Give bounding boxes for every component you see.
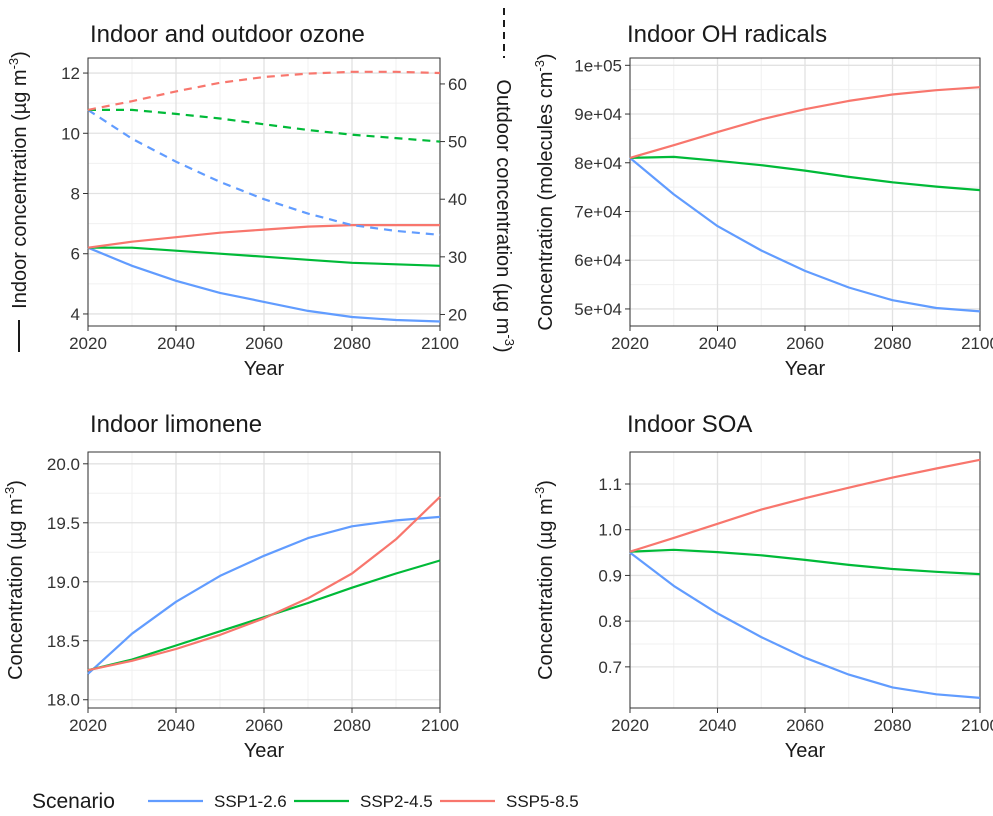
x-tick-label: 2100 — [421, 716, 459, 735]
y-tick-label: 19.0 — [47, 573, 80, 592]
x-tick-label: 2100 — [421, 334, 459, 353]
y-axis-label: Concentration (µg m-3) — [2, 480, 27, 680]
legend-title: Scenario — [32, 790, 115, 813]
series-line-ssp5-8.5 — [629, 86, 981, 159]
panel-title: Indoor and outdoor ozone — [90, 21, 365, 48]
y-tick-label: 0.7 — [598, 658, 622, 677]
x-tick-label: 2080 — [874, 334, 912, 353]
series-line-ssp5-8.5 — [87, 224, 440, 249]
legend: Scenario SSP1-2.6 SSP2-4.5 SSP5-8.5 — [32, 790, 579, 813]
y-right-tick-label: 40 — [448, 190, 467, 209]
series-line-ssp2-4.5 — [629, 548, 981, 576]
x-tick-label: 2020 — [69, 334, 107, 353]
y-tick-label: 0.8 — [598, 612, 622, 631]
x-tick-label: 2060 — [245, 334, 283, 353]
legend-label-ssp5: SSP5-8.5 — [506, 792, 579, 811]
y-tick-label: 18.0 — [47, 691, 80, 710]
y-tick-label: 19.5 — [47, 514, 80, 533]
x-tick-label: 2040 — [157, 334, 195, 353]
x-tick-label: 2080 — [333, 716, 371, 735]
legend-label-ssp2: SSP2-4.5 — [360, 792, 433, 811]
y-tick-label: 6e+04 — [574, 251, 622, 270]
series-line-ssp5-8.5 — [629, 458, 981, 553]
plot-soa: 2020 2040 2060 2080 2100 0.7 0.8 0.9 1.0 1.1 Indoo… — [532, 411, 993, 762]
x-tick-label: 2020 — [611, 716, 649, 735]
series-line-ssp1-2.6 — [87, 515, 441, 675]
series-line-ssp5-8.5 — [87, 496, 441, 672]
x-axis-label: Year — [244, 358, 285, 380]
x-tick-label: 2040 — [699, 334, 737, 353]
x-axis-label: Year — [785, 740, 826, 762]
x-axis-label: Year — [785, 358, 826, 380]
panel-title: Indoor SOA — [627, 411, 752, 438]
x-axis-label: Year — [244, 740, 285, 762]
y-right-axis-label: Outdoor concentration (µg m-3) — [492, 79, 517, 352]
y-tick-label: 12 — [61, 64, 80, 83]
x-tick-label: 2020 — [69, 716, 107, 735]
plot-ozone: 2020 2040 2060 2080 2100 4 6 8 10 12 20 30 40 50 60 Ind… — [6, 8, 517, 380]
y-tick-label: 10 — [61, 124, 80, 143]
panel-title: Indoor limonene — [90, 411, 262, 438]
y-axis-label: Concentration (molecules cm-3) — [532, 53, 557, 330]
y-axis-label: Indoor concentration (µg m-3) — [6, 51, 31, 309]
x-tick-label: 2080 — [874, 716, 912, 735]
y-tick-label: 0.9 — [598, 566, 622, 585]
y-right-tick-label: 50 — [448, 133, 467, 152]
plot-oh-radicals: 2020 2040 2060 2080 2100 5e+04 6e+04 7e+04 8e+04… — [532, 21, 993, 380]
y-tick-label: 1.1 — [598, 475, 622, 494]
y-tick-label: 18.5 — [47, 632, 80, 651]
series-line-ssp1-2.6 — [629, 157, 981, 313]
x-tick-label: 2060 — [786, 716, 824, 735]
y-tick-label: 9e+04 — [574, 105, 622, 124]
x-tick-label: 2060 — [786, 334, 824, 353]
x-tick-label: 2040 — [699, 716, 737, 735]
x-tick-label: 2100 — [961, 716, 993, 735]
series-line-ssp2-4.5-outdoor — [88, 108, 441, 143]
series-line-ssp1-2.6 — [87, 246, 441, 323]
x-tick-label: 2040 — [157, 716, 195, 735]
y-tick-label: 4 — [71, 305, 80, 324]
x-tick-label: 2020 — [611, 334, 649, 353]
y-axis-label: Concentration (µg m-3) — [532, 480, 557, 680]
series-line-ssp2-4.5 — [629, 155, 981, 192]
series-line-ssp5-8.5-outdoor — [87, 70, 441, 111]
series-line-ssp1-2.6 — [629, 551, 981, 699]
legend-label-ssp1: SSP1-2.6 — [214, 792, 287, 811]
y-tick-label: 8 — [71, 185, 80, 204]
series-line-ssp1-2.6-outdoor — [87, 108, 441, 236]
y-tick-label: 7e+04 — [574, 202, 622, 221]
y-right-tick-label: 20 — [448, 305, 467, 324]
x-tick-label: 2100 — [961, 334, 993, 353]
series-line-ssp2-4.5 — [88, 246, 441, 267]
y-right-tick-label: 60 — [448, 75, 467, 94]
plot-limonene: 2020 2040 2060 2080 2100 18.0 18.5 19.0 19.5 20.0… — [2, 411, 459, 762]
y-right-tick-label: 30 — [448, 248, 467, 267]
x-tick-label: 2060 — [245, 716, 283, 735]
y-tick-label: 6 — [71, 245, 80, 264]
y-tick-label: 8e+04 — [574, 154, 622, 173]
x-tick-label: 2080 — [333, 334, 371, 353]
y-tick-label: 1.0 — [598, 521, 622, 540]
y-tick-label: 5e+04 — [574, 300, 622, 319]
y-tick-label: 20.0 — [47, 455, 80, 474]
y-tick-label: 1e+05 — [574, 56, 622, 75]
panel-title: Indoor OH radicals — [627, 21, 827, 48]
